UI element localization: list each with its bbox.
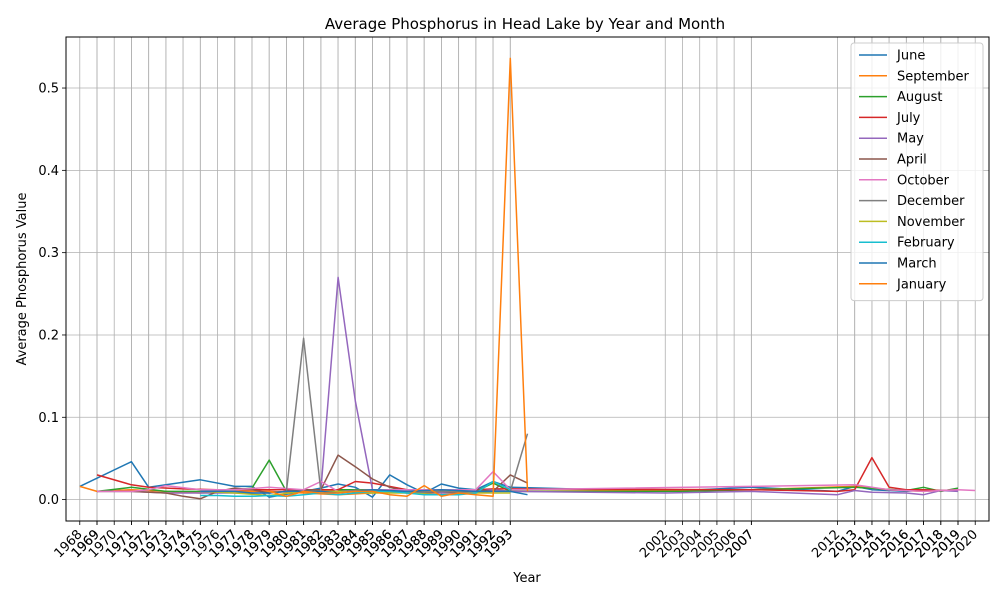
y-tick-label: 0.1	[38, 411, 59, 426]
y-axis-ticks: 0.0 0.1 0.2 0.3 0.4 0.5	[38, 82, 66, 508]
y-tick-label: 0.4	[38, 164, 59, 179]
legend-label: December	[897, 194, 965, 209]
y-tick-label: 0.2	[38, 328, 59, 343]
series-line-february	[200, 480, 511, 498]
y-axis-title: Average Phosphorus Value	[15, 193, 30, 366]
legend-label: November	[897, 215, 965, 230]
series-line-november	[200, 490, 511, 497]
legend-label: May	[897, 132, 924, 147]
legend-label: June	[896, 49, 925, 64]
x-axis-title: Year	[512, 571, 541, 586]
y-tick-label: 0.3	[38, 246, 59, 261]
legend-label: March	[897, 257, 937, 272]
series-line-october	[97, 470, 976, 493]
legend-label: April	[897, 153, 927, 168]
legend-label: January	[896, 277, 947, 292]
plot-frame	[65, 36, 990, 522]
legend-label: September	[897, 69, 970, 84]
series-lines	[79, 57, 976, 500]
x-axis-ticks: 1968196919691970197119711972197219731973…	[52, 521, 981, 561]
y-tick-label: 0.0	[38, 493, 59, 508]
legend-label: February	[897, 236, 955, 251]
y-gridlines	[66, 87, 989, 500]
legend-label: October	[897, 173, 950, 188]
series-line-january	[268, 57, 529, 498]
legend-label: August	[897, 90, 943, 105]
legend-box	[850, 42, 984, 302]
chart-title: Average Phosphorus in Head Lake by Year …	[325, 15, 725, 33]
legend: June September August July May April October De…	[850, 42, 984, 302]
legend-label: July	[896, 111, 921, 126]
y-tick-label: 0.5	[38, 82, 59, 97]
